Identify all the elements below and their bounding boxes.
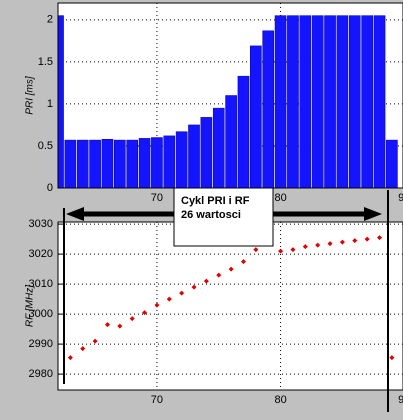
point	[339, 239, 345, 245]
point	[142, 310, 148, 316]
x-tick-label: 80	[274, 394, 286, 406]
bar	[250, 45, 262, 188]
point	[302, 244, 308, 250]
bar	[138, 138, 151, 188]
annotation-text: Cykl PRI i RF	[181, 195, 250, 207]
bar	[101, 138, 114, 188]
bar	[126, 139, 139, 188]
point	[228, 266, 234, 272]
y-tick-label: 0	[47, 182, 53, 194]
bar	[287, 15, 299, 188]
bar	[151, 137, 163, 188]
x-tick-label: 80	[274, 192, 286, 204]
x-tick-label: 70	[151, 394, 163, 406]
bar	[274, 15, 287, 188]
bar	[386, 139, 398, 188]
bar	[188, 124, 200, 188]
y-tick-label: 0.5	[38, 140, 53, 152]
point	[240, 259, 246, 265]
point	[104, 322, 110, 328]
x-tick-label: 90	[398, 192, 403, 204]
bar	[64, 139, 77, 188]
y-tick-label: 1	[47, 98, 53, 110]
point	[154, 302, 160, 308]
bar	[76, 139, 89, 188]
point	[327, 241, 333, 247]
x-tick-label: 70	[151, 192, 163, 204]
bar	[311, 15, 324, 188]
y-tick-label: 2980	[29, 368, 53, 380]
y-tick-label: 1.5	[38, 56, 53, 68]
point	[352, 238, 358, 244]
y-tick-label: 3000	[29, 308, 53, 320]
bar	[324, 15, 336, 188]
bar	[89, 139, 101, 188]
point	[129, 316, 135, 322]
point	[364, 236, 370, 242]
point	[166, 296, 172, 302]
bar	[262, 30, 275, 188]
bar	[336, 15, 349, 188]
x-tick-label: 90	[398, 394, 403, 406]
plot-area	[58, 222, 403, 390]
bar	[212, 107, 225, 188]
point	[377, 235, 383, 241]
arrow-head	[364, 207, 382, 221]
point	[92, 338, 98, 344]
bar	[163, 135, 176, 188]
annotation-text: 26 wartosci	[181, 209, 241, 221]
y-tick-label: 2990	[29, 338, 53, 350]
y-axis-label: RF [MHz]	[25, 285, 36, 327]
bar	[348, 15, 361, 188]
bar	[373, 15, 386, 188]
point	[191, 284, 197, 290]
point	[117, 323, 123, 329]
point	[67, 355, 73, 361]
bar	[114, 139, 126, 188]
point	[389, 355, 395, 361]
y-axis-label: PRI [ms]	[25, 76, 36, 115]
bar	[58, 15, 64, 188]
bar	[200, 117, 213, 188]
y-tick-label: 2	[47, 14, 53, 26]
y-tick-label: 3010	[29, 278, 53, 290]
bar	[237, 75, 250, 188]
bar	[225, 95, 237, 188]
point	[216, 272, 222, 278]
arrow-head	[66, 207, 84, 221]
bar	[175, 131, 188, 188]
plot-layer	[58, 222, 403, 390]
point	[278, 248, 284, 254]
point	[315, 242, 321, 248]
point	[80, 346, 86, 352]
y-tick-label: 3020	[29, 248, 53, 260]
point	[290, 247, 296, 253]
point	[253, 247, 259, 253]
annotation-box	[173, 187, 274, 247]
bar	[361, 15, 373, 188]
point	[179, 290, 185, 296]
bar	[299, 15, 312, 188]
y-tick-label: 3030	[29, 218, 53, 230]
plot-layer	[58, 3, 403, 188]
point	[203, 278, 209, 284]
